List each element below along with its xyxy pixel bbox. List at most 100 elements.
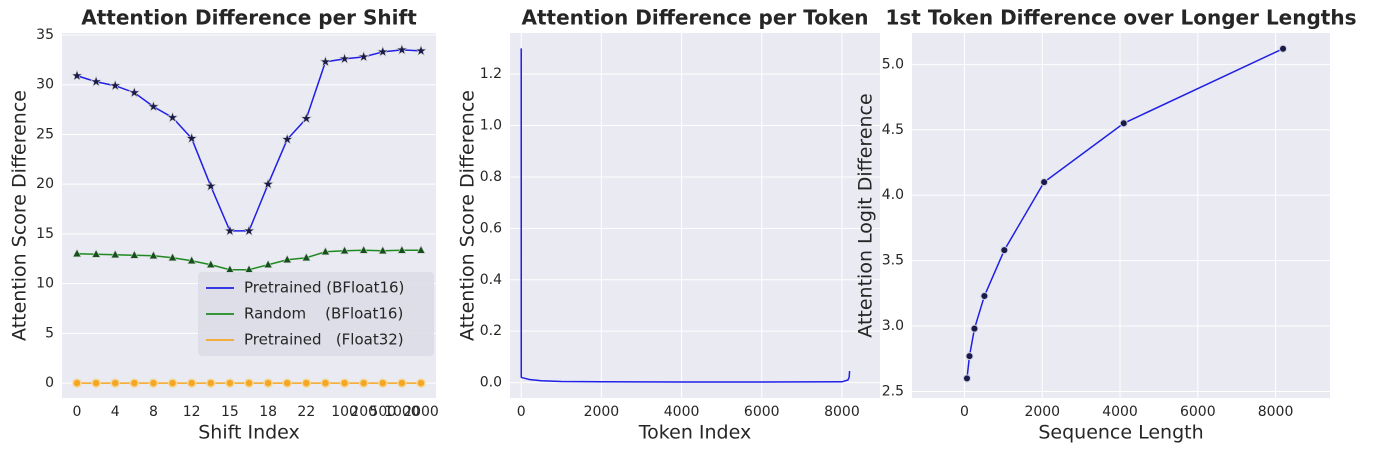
x-tick-label: 15: [221, 404, 239, 420]
x-tick-label: 0: [73, 404, 82, 420]
point-marker: [340, 245, 350, 255]
x-tick-label: 500: [369, 404, 396, 420]
x-tick-label: 0: [960, 404, 969, 420]
point-marker: [980, 291, 989, 300]
point-marker: [147, 100, 160, 112]
point-marker: [185, 131, 198, 144]
point-marker: [395, 43, 408, 56]
point-marker: [416, 245, 426, 254]
point-marker: [110, 378, 120, 388]
y-tick-label: 0.4: [480, 272, 502, 288]
point-marker: [206, 378, 216, 388]
point-marker: [204, 179, 217, 192]
point-marker: [186, 378, 197, 388]
y-tick-label: 5: [45, 325, 54, 341]
data-line: [520, 48, 851, 383]
y-tick-label: 0.6: [480, 220, 502, 236]
y-tick-label: 25: [36, 126, 54, 142]
point-marker: [263, 259, 273, 269]
point-marker: [129, 378, 140, 388]
y-axis-label: Attention Score Difference: [457, 90, 479, 341]
plot-area: [912, 33, 1330, 398]
point-marker: [397, 245, 407, 254]
point-marker: [397, 378, 407, 388]
point-marker: [378, 378, 388, 388]
x-axis-label: Sequence Length: [1038, 422, 1203, 444]
y-tick-label: 2.5: [882, 383, 904, 399]
legend-label: Random (BFloat16): [244, 305, 403, 323]
y-tick-label: 0: [45, 375, 54, 391]
point-marker: [378, 245, 388, 255]
y-tick-label: 15: [36, 226, 54, 242]
y-tick-label: 4.0: [882, 187, 904, 203]
point-marker: [242, 224, 256, 237]
point-marker: [339, 378, 350, 388]
point-marker: [1119, 119, 1128, 128]
point-marker: [962, 374, 971, 383]
y-axis-label: Attention Score Difference: [9, 90, 31, 341]
x-tick-label: 2000: [584, 404, 620, 420]
point-marker: [263, 378, 273, 388]
legend-box: [198, 272, 434, 356]
y-tick-label: 30: [36, 77, 54, 93]
point-marker: [301, 378, 312, 388]
y-tick-label: 1.2: [480, 66, 502, 82]
point-marker: [319, 55, 332, 68]
x-axis-label: Shift Index: [198, 422, 300, 444]
y-tick-label: 4.5: [882, 122, 904, 138]
y-tick-label: 3.5: [882, 253, 904, 269]
chart-title: Attention Difference per Shift: [81, 6, 417, 30]
x-tick-label: 8000: [1258, 404, 1294, 420]
point-marker: [148, 378, 159, 388]
chart-title: Attention Difference per Token: [521, 6, 868, 30]
point-marker: [320, 378, 331, 388]
chart-title: 1st Token Difference over Longer Lengths: [885, 6, 1356, 30]
point-marker: [282, 254, 292, 264]
legend-label: Pretrained (BFloat16): [244, 279, 404, 297]
y-tick-label: 0.2: [480, 323, 502, 339]
x-tick-label: 100: [331, 404, 358, 420]
point-marker: [359, 245, 369, 254]
chart-panel: 0 2000 4000 6000 80000.00.20.40.60.81.01.2At…: [457, 6, 880, 444]
point-marker: [91, 378, 101, 388]
y-tick-label: 35: [36, 27, 54, 43]
x-tick-label: 18: [259, 404, 277, 420]
point-marker: [1040, 178, 1049, 187]
point-marker: [187, 255, 197, 265]
y-axis-label: Attention Logit Difference: [855, 93, 877, 337]
point-marker: [414, 44, 428, 57]
plot-area: [510, 33, 880, 398]
point-marker: [109, 79, 122, 91]
point-marker: [91, 249, 101, 258]
x-tick-label: 4: [111, 404, 120, 420]
legend-label: Pretrained (Float32): [244, 331, 404, 349]
point-marker: [148, 250, 158, 260]
point-marker: [300, 112, 313, 124]
x-tick-label: 12: [183, 404, 201, 420]
point-marker: [72, 248, 82, 258]
point-marker: [358, 378, 369, 388]
point-marker: [225, 378, 235, 388]
y-tick-label: 20: [36, 176, 54, 192]
point-marker: [72, 378, 82, 388]
y-tick-label: 5.0: [882, 56, 904, 72]
point-marker: [416, 378, 426, 388]
point-marker: [110, 249, 120, 259]
y-tick-label: 0.8: [480, 169, 502, 185]
point-marker: [167, 378, 178, 388]
y-tick-label: 3.0: [882, 318, 904, 334]
point-marker: [281, 132, 294, 145]
point-marker: [70, 69, 84, 81]
x-tick-label: 6000: [1180, 404, 1216, 420]
x-tick-label: 0: [517, 404, 526, 420]
point-marker: [244, 378, 254, 388]
point-marker: [970, 324, 979, 333]
y-tick-label: 10: [36, 276, 54, 292]
point-marker: [1279, 44, 1288, 53]
data-line: [966, 48, 1284, 379]
x-tick-label: 1000: [384, 404, 420, 420]
chart-panel: 0 2000 4000 6000 8000 2.5 3.0 3.5 4.0 4.5 5.0 1st T…: [855, 6, 1357, 444]
point-marker: [301, 252, 311, 262]
